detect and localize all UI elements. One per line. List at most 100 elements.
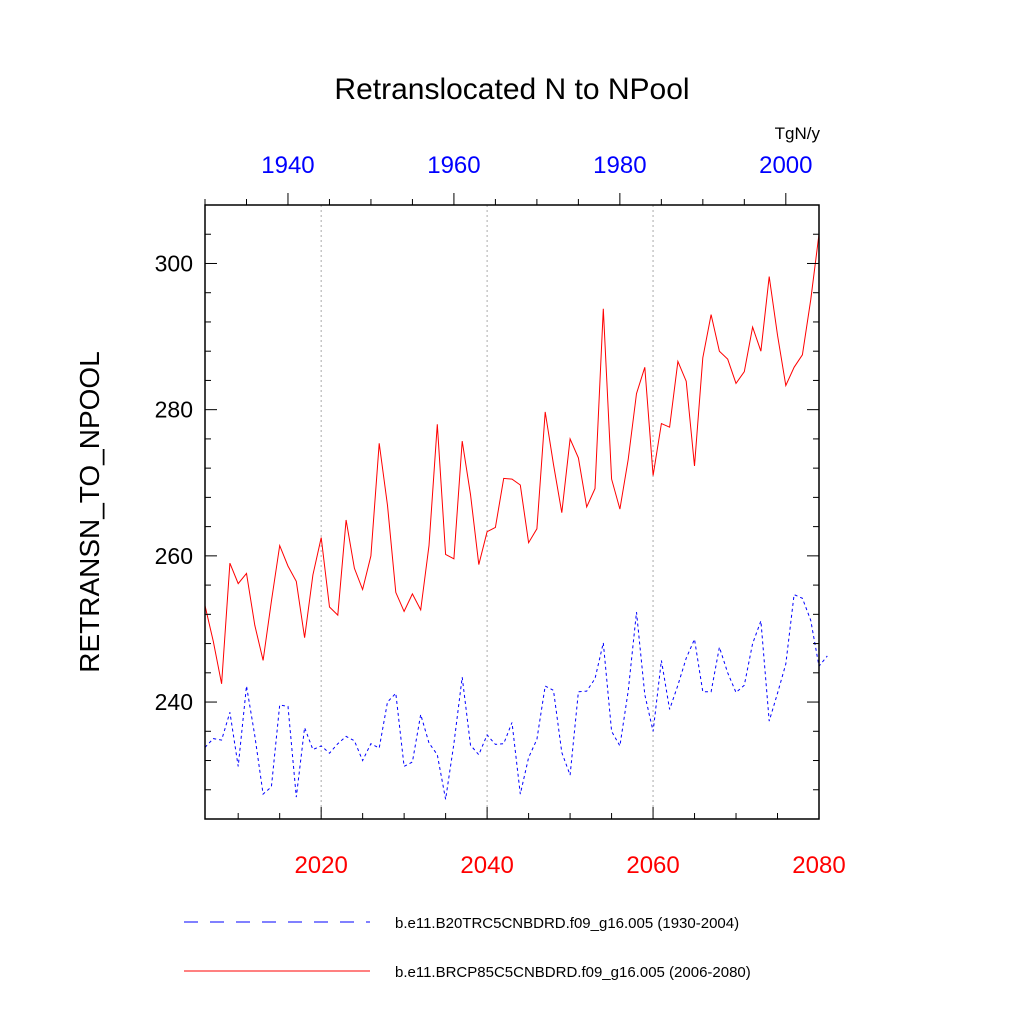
data-point [636, 612, 637, 613]
data-point [536, 528, 537, 529]
data-point [362, 760, 363, 761]
data-point [769, 721, 770, 722]
data-point [611, 479, 612, 480]
data-point [810, 299, 811, 300]
x-bottom-tick-label: 2060 [626, 852, 679, 879]
data-point [296, 797, 297, 798]
data-point [404, 766, 405, 767]
data-point [702, 691, 703, 692]
data-point [271, 786, 272, 787]
data-point [827, 655, 828, 656]
data-point [760, 620, 761, 621]
data-point [520, 794, 521, 795]
data-point [370, 555, 371, 556]
data-point [395, 693, 396, 694]
data-point [545, 411, 546, 412]
data-point [279, 545, 280, 546]
data-point [453, 558, 454, 559]
data-point [246, 573, 247, 574]
series-historical [204, 593, 828, 800]
data-point [387, 505, 388, 506]
data-point [594, 678, 595, 679]
data-point [329, 753, 330, 754]
data-point [213, 641, 214, 642]
data-point [528, 542, 529, 543]
data-point [594, 488, 595, 489]
grid-lines [320, 205, 654, 819]
data-point [412, 761, 413, 762]
data-point [528, 757, 529, 758]
data-point [428, 545, 429, 546]
x-top-tick-label: 1940 [261, 152, 314, 179]
data-point [495, 744, 496, 745]
data-point [636, 393, 637, 394]
y-tick-label: 280 [155, 397, 193, 423]
data-point [711, 691, 712, 692]
data-point [238, 766, 239, 767]
data-point [570, 775, 571, 776]
data-point [752, 643, 753, 644]
data-point [794, 594, 795, 595]
data-point [553, 690, 554, 691]
x-top-tick-label: 2000 [759, 152, 812, 179]
data-point [254, 735, 255, 736]
data-point [752, 327, 753, 328]
data-point [470, 494, 471, 495]
series-line [204, 234, 820, 684]
data-point [337, 615, 338, 616]
legend-label: b.e11.BRCP85C5CNBDRD.f09_g16.005 (2006-2… [395, 964, 751, 981]
data-point [213, 738, 214, 739]
data-point [561, 752, 562, 753]
data-point [229, 563, 230, 564]
data-point [578, 691, 579, 692]
data-point [785, 663, 786, 664]
data-point [677, 685, 678, 686]
data-point [619, 509, 620, 510]
x-bottom-tick-label: 2080 [792, 852, 845, 879]
data-point [719, 647, 720, 648]
data-point [304, 637, 305, 638]
data-point [570, 438, 571, 439]
data-point [810, 620, 811, 621]
data-point [462, 441, 463, 442]
data-point [578, 457, 579, 458]
data-point [321, 537, 322, 538]
data-point [760, 351, 761, 352]
data-point [694, 639, 695, 640]
data-point [653, 475, 654, 476]
plot-area-frame [204, 204, 820, 820]
data-point [677, 361, 678, 362]
data-point [478, 754, 479, 755]
data-point [238, 583, 239, 584]
data-point [561, 512, 562, 513]
data-point [711, 314, 712, 315]
data-point [453, 743, 454, 744]
data-point [628, 691, 629, 692]
data-point [296, 581, 297, 582]
data-point [395, 592, 396, 593]
data-point [254, 625, 255, 626]
data-point [346, 736, 347, 737]
data-point [802, 354, 803, 355]
data-point [735, 383, 736, 384]
data-point [794, 367, 795, 368]
data-point [370, 743, 371, 744]
data-point [503, 743, 504, 744]
data-point [462, 677, 463, 678]
data-point [503, 478, 504, 479]
data-point [312, 574, 313, 575]
data-point [221, 740, 222, 741]
data-point [785, 385, 786, 386]
axes: 240 260 280 300 2020 2040 2060 2080 1940 1960 1980… [155, 152, 846, 879]
data-point [727, 672, 728, 673]
data-point [346, 519, 347, 520]
data-point [337, 743, 338, 744]
data-point [702, 357, 703, 358]
data-point [404, 611, 405, 612]
data-point [437, 424, 438, 425]
data-point [511, 722, 512, 723]
data-point [628, 459, 629, 460]
legend: b.e11.B20TRC5CNBDRD.f09_g16.005 (1930-20… [184, 915, 751, 981]
data-point [279, 704, 280, 705]
